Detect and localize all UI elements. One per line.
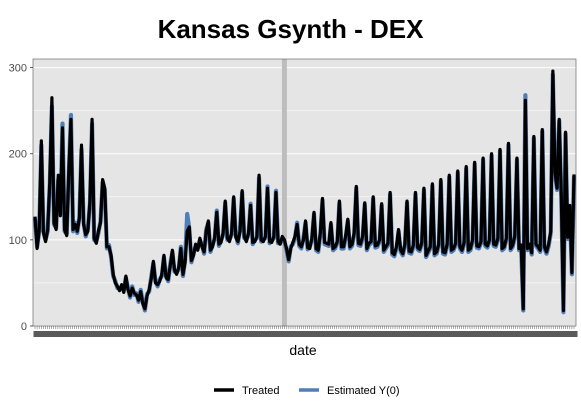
plot-panel bbox=[33, 59, 576, 326]
legend-label: Treated bbox=[242, 385, 280, 397]
y-tick-label: 0 bbox=[21, 321, 27, 333]
series-layer bbox=[32, 69, 577, 315]
treatment-marker bbox=[281, 59, 287, 326]
plot-border bbox=[32, 58, 577, 327]
y-tick-label: 100 bbox=[9, 235, 27, 247]
series-line-treated bbox=[33, 69, 576, 313]
chart-title: Kansas Gsynth - DEX bbox=[157, 14, 424, 44]
x-axis bbox=[33, 326, 578, 337]
x-axis-title: date bbox=[289, 342, 316, 358]
y-tick-label: 300 bbox=[9, 63, 27, 75]
legend-label: Estimated Y(0) bbox=[327, 385, 400, 397]
y-tick-label: 200 bbox=[9, 149, 27, 161]
y-axis: 0 100 200 300 bbox=[9, 63, 33, 333]
x-tick-label bbox=[572, 331, 578, 337]
legend: Treated Estimated Y(0) bbox=[214, 385, 400, 397]
